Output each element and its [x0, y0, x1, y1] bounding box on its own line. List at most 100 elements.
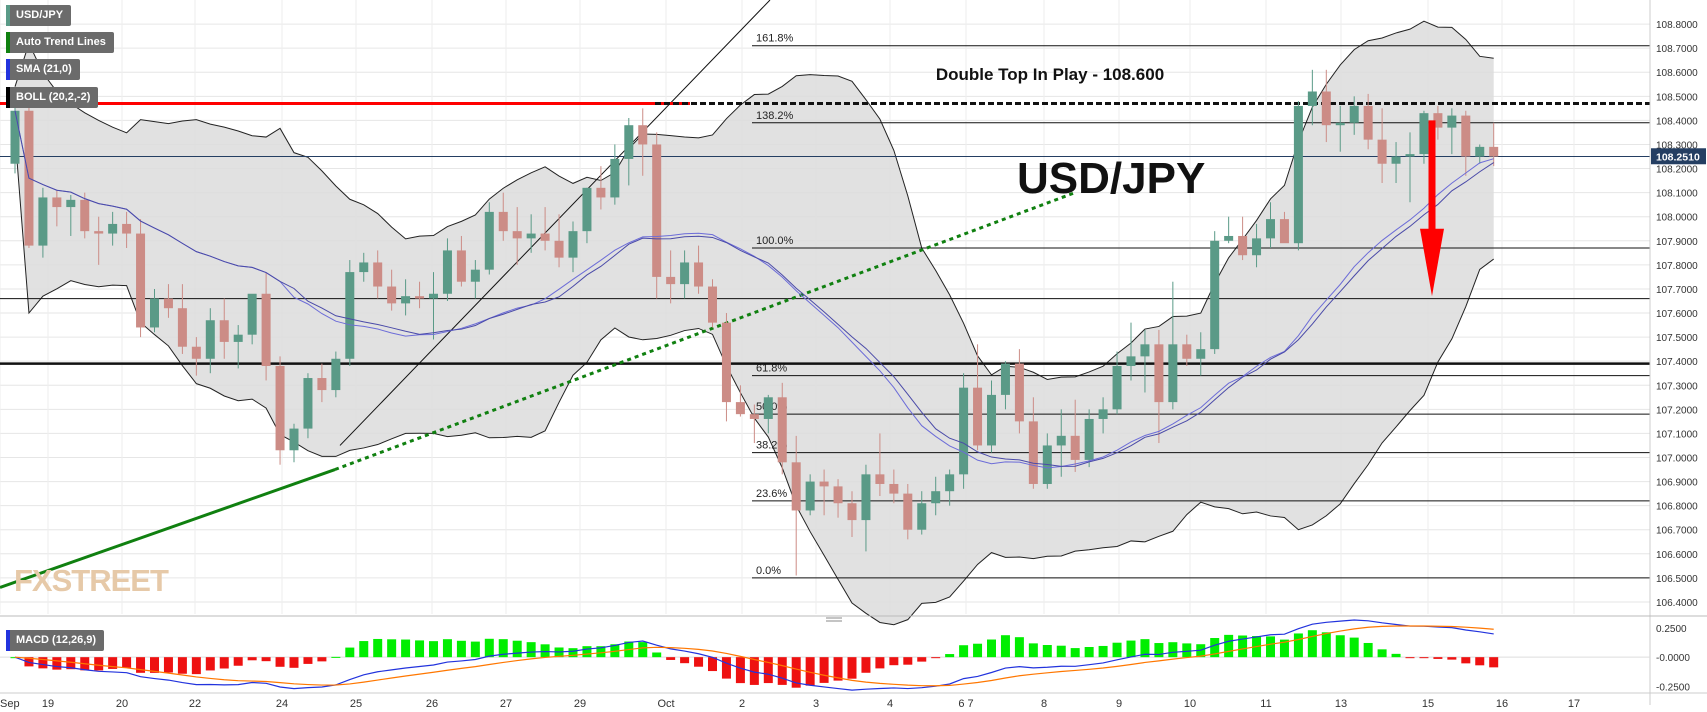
macd-histogram-bar — [1042, 645, 1052, 658]
macd-histogram-bar — [1266, 636, 1275, 658]
pair-title: USD/JPY — [1017, 154, 1205, 203]
candle-body — [1252, 238, 1262, 256]
legend-sma-label: SMA (21,0) — [16, 63, 72, 75]
macd-histogram-bar — [1238, 635, 1248, 658]
y-tick-label: 106.4000 — [1656, 598, 1698, 609]
macd-histogram-bar — [387, 639, 397, 658]
y-tick-label: 107.5000 — [1656, 333, 1698, 344]
trend-lines — [0, 0, 1650, 589]
candle-body — [1182, 344, 1192, 359]
candle-body — [763, 397, 773, 419]
candle-body — [1321, 91, 1331, 126]
macd-histogram-bar — [680, 657, 690, 664]
candle-body — [903, 493, 913, 530]
macd-histogram-bar — [38, 657, 48, 669]
candle-body — [1196, 349, 1206, 359]
candle-body — [568, 231, 578, 258]
x-tick-label: 22 — [189, 698, 201, 710]
x-tick-label: 17 — [1568, 698, 1580, 710]
fib-label: 161.8% — [756, 33, 794, 45]
macd-histogram-bar — [847, 657, 857, 679]
candle-body — [1266, 219, 1275, 239]
candle-body — [777, 397, 787, 463]
candle-body — [694, 262, 704, 287]
candle-body — [931, 491, 941, 504]
x-tick-label: 25 — [350, 698, 362, 710]
candle-body — [163, 298, 173, 309]
macd-histogram-bar — [1014, 637, 1024, 658]
candle-body — [1112, 365, 1122, 410]
candle-body — [1419, 113, 1429, 155]
macd-histogram-bar — [1447, 657, 1457, 660]
candle-body — [373, 262, 383, 287]
macd-histogram-bar — [1307, 630, 1317, 658]
candle-body — [247, 293, 257, 335]
macd-histogram-bar — [1293, 633, 1303, 658]
candle-body — [1335, 122, 1345, 126]
y-tick-label: 107.3000 — [1656, 381, 1698, 392]
macd-histogram-bar — [122, 657, 132, 668]
x-tick-label: 9 — [1116, 698, 1122, 710]
sma-swatch — [6, 59, 10, 80]
candle-body — [987, 394, 996, 446]
candle-body — [219, 320, 229, 342]
candle-body — [1084, 418, 1094, 460]
candle-body — [136, 233, 146, 328]
macd-histogram-bar — [1112, 642, 1122, 658]
macd-histogram-bar — [973, 643, 983, 658]
candle-body — [1210, 240, 1220, 350]
macd-histogram-bar — [1461, 657, 1471, 664]
trend-line-green — [0, 468, 336, 589]
macd-histogram-bar — [861, 657, 871, 673]
candle-body — [540, 233, 550, 241]
candle-body — [1307, 91, 1317, 106]
legend-trend-label: Auto Trend Lines — [16, 36, 106, 48]
fib-label: 100.0% — [756, 235, 794, 247]
candle-body — [52, 197, 62, 208]
legend-symbol[interactable]: USD/JPY — [6, 5, 72, 26]
candle-body — [833, 486, 843, 504]
legend-trend-lines[interactable]: Auto Trend Lines — [6, 32, 114, 53]
y-tick-label: 108.7000 — [1656, 44, 1698, 55]
candle-body — [205, 320, 215, 359]
fxstreet-logo: FXSTREET — [14, 563, 169, 599]
macd-histogram-bar — [1126, 640, 1136, 658]
candle-body — [1014, 363, 1024, 422]
macd-histogram-bar — [498, 639, 508, 658]
fib-label: 61.8% — [756, 363, 787, 375]
macd-histogram-bar — [289, 657, 299, 668]
logo-text: FXSTREET — [14, 563, 169, 598]
macd-histogram-bar — [987, 639, 996, 658]
macd-histogram-bar — [749, 657, 759, 685]
bollinger-upper — [14, 20, 1494, 380]
macd-histogram-bar — [136, 657, 146, 673]
y-tick-label: 107.2000 — [1656, 405, 1698, 416]
candle-body — [442, 250, 452, 294]
macd-histogram-bar — [94, 657, 104, 671]
candle-body — [945, 474, 955, 492]
candle-body — [1224, 235, 1234, 241]
legend-macd[interactable]: MACD (12,26,9) — [6, 630, 105, 651]
candle-body — [512, 231, 522, 239]
candle-body — [889, 483, 899, 494]
macd-histogram-bar — [652, 652, 662, 658]
y-tick-label: 106.9000 — [1656, 478, 1698, 489]
candle-body — [875, 474, 885, 484]
fib-label: 23.6% — [756, 488, 787, 500]
current-price-label: 108.2510 — [1656, 151, 1700, 163]
legend-boll[interactable]: BOLL (20,2,-2) — [6, 87, 99, 108]
macd-histogram-bar — [1140, 639, 1150, 658]
macd-histogram-bar — [429, 641, 438, 658]
candle-body — [317, 378, 327, 391]
macd-histogram-bar — [735, 657, 745, 684]
candle-body — [470, 269, 480, 282]
candle-body — [624, 125, 634, 159]
y-tick-label: 108.4000 — [1656, 116, 1698, 127]
candle-body — [261, 293, 271, 366]
macd-histogram-bar — [931, 657, 941, 659]
annotations: Double Top In Play - 108.600 USD/JPY — [936, 65, 1444, 297]
legend-sma[interactable]: SMA (21,0) — [6, 59, 80, 80]
candle-body — [735, 402, 745, 415]
candle-body — [959, 387, 969, 475]
